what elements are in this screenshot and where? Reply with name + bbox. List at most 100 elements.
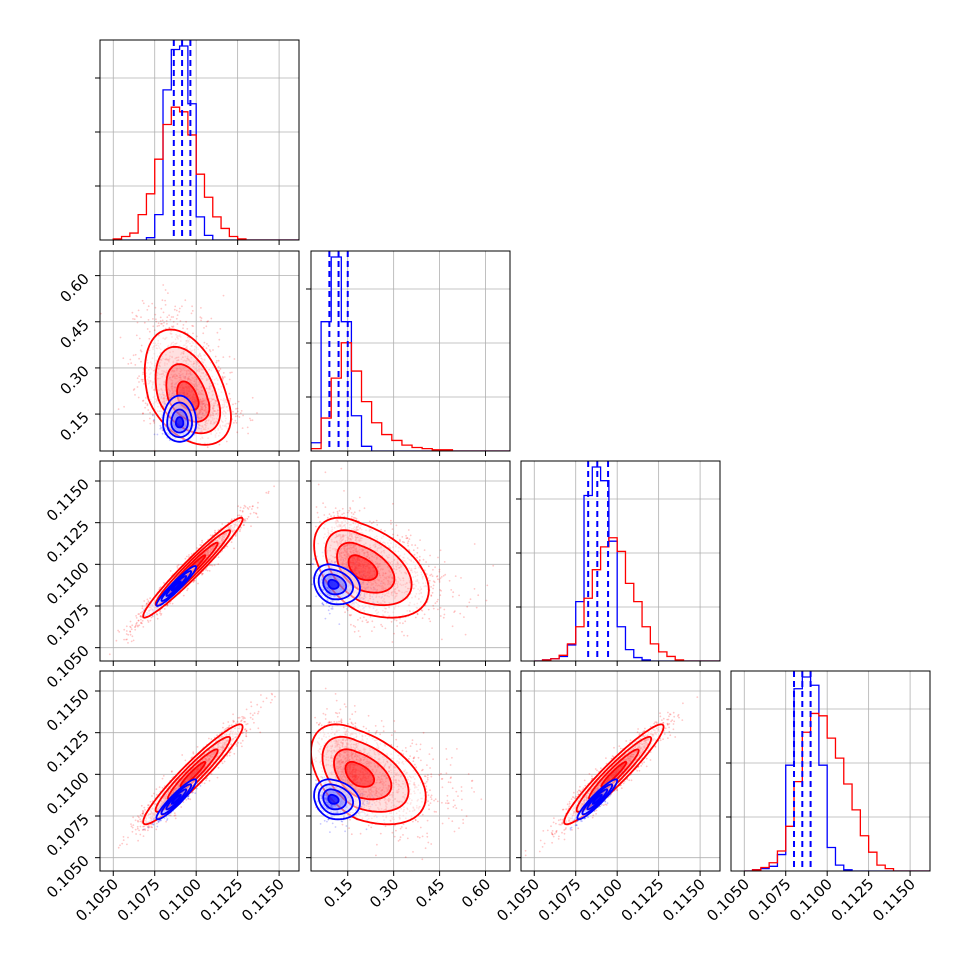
sample-point-red: [164, 289, 167, 291]
sample-point-red: [166, 322, 168, 325]
sample-point-red: [147, 621, 150, 623]
sample-point-red: [234, 535, 237, 537]
sample-point-red: [137, 619, 140, 622]
sample-point-red: [246, 517, 249, 520]
sample-point-red: [229, 371, 232, 374]
sample-point-red: [178, 307, 181, 310]
sample-point-red: [267, 492, 270, 494]
sample-point-red: [228, 400, 231, 402]
sample-point-red: [117, 629, 119, 632]
sample-point-red: [187, 556, 190, 558]
sample-point-red: [144, 402, 147, 405]
sample-point-red: [176, 323, 179, 325]
sample-point-red: [187, 587, 189, 590]
sample-point-red: [133, 388, 136, 390]
sample-point-red: [177, 564, 180, 566]
sample-point-red: [244, 518, 247, 521]
sample-point-red: [252, 505, 254, 508]
contour-blue-inner: [175, 416, 185, 429]
sample-point-red: [256, 412, 258, 414]
sample-point-red: [217, 359, 220, 362]
sample-point-red: [239, 528, 242, 531]
sample-point-red: [137, 309, 140, 312]
sample-point-red: [160, 322, 162, 325]
sample-point-red: [210, 317, 213, 320]
sample-point-red: [145, 603, 148, 606]
sample-point-red: [148, 337, 151, 340]
sample-point-red: [134, 353, 137, 356]
sample-point-red: [125, 625, 128, 628]
sample-point-red: [239, 412, 242, 414]
sample-point-red: [139, 615, 142, 618]
sample-point-red: [225, 383, 228, 385]
sample-point-red: [243, 519, 246, 522]
sample-point-red: [234, 533, 237, 536]
scatter-content: [102, 485, 275, 665]
sample-point-red: [206, 446, 209, 449]
sample-point-red: [201, 572, 204, 575]
sample-point-red: [165, 320, 168, 322]
sample-point-red: [159, 320, 162, 322]
sample-point-red: [236, 514, 239, 517]
sample-point-red: [229, 520, 232, 522]
sample-point-red: [149, 411, 152, 414]
sample-point-red: [142, 371, 145, 374]
sample-point-red: [239, 506, 242, 509]
sample-point-red: [167, 292, 169, 294]
sample-point-red: [170, 316, 173, 318]
sample-point-blue: [168, 439, 171, 442]
sample-point-red: [209, 534, 212, 537]
sample-point-red: [238, 416, 241, 418]
sample-point-red: [207, 344, 210, 347]
sample-point-red: [149, 422, 152, 425]
sample-point-red: [136, 315, 139, 318]
sample-point-red: [161, 319, 164, 322]
sample-point-red: [236, 407, 239, 410]
sample-point-red: [171, 602, 174, 605]
sample-point-red: [244, 520, 247, 522]
sample-point-red: [129, 620, 132, 623]
sample-point-red: [256, 506, 259, 509]
sample-point-red: [182, 327, 184, 330]
sample-point-red: [243, 524, 246, 526]
sample-point-red: [141, 622, 143, 625]
sample-point-red: [230, 541, 233, 543]
sample-point-red: [233, 358, 236, 360]
sample-point-red: [142, 400, 144, 402]
sample-point-red: [273, 485, 275, 488]
sample-point-red: [142, 373, 145, 375]
sample-point-red: [144, 406, 147, 409]
sample-point-red: [102, 663, 104, 665]
sample-point-red: [139, 349, 142, 352]
sample-point-red: [246, 426, 249, 429]
sample-point-red: [163, 321, 165, 324]
sample-point-red: [163, 608, 166, 610]
sample-point-red: [247, 508, 250, 510]
sample-point-red: [135, 617, 138, 619]
sample-point-red: [132, 354, 135, 357]
scatter-content: [100, 284, 258, 456]
sample-point-red: [155, 320, 158, 323]
sample-point-red: [173, 308, 176, 311]
sample-point-red: [200, 319, 203, 322]
sample-point-red: [205, 347, 208, 349]
sample-point-red: [203, 341, 206, 344]
sample-point-red: [219, 328, 222, 330]
sample-point-red: [205, 325, 208, 328]
sample-point-red: [140, 621, 143, 624]
sample-point-red: [222, 377, 224, 380]
sample-point-red: [248, 506, 251, 508]
sample-point-red: [155, 318, 157, 321]
sample-point-red: [140, 360, 142, 363]
sample-point-red: [232, 454, 234, 456]
sample-point-red: [152, 615, 154, 618]
sample-point-red: [161, 322, 163, 325]
sample-point-red: [223, 376, 226, 378]
sample-point-red: [149, 619, 152, 622]
sample-point-red: [141, 610, 144, 613]
sample-point-red: [221, 375, 224, 378]
sample-point-red: [140, 378, 143, 381]
sample-point-red: [141, 380, 144, 383]
sample-point-red: [175, 309, 178, 312]
sample-point-red: [244, 505, 247, 508]
